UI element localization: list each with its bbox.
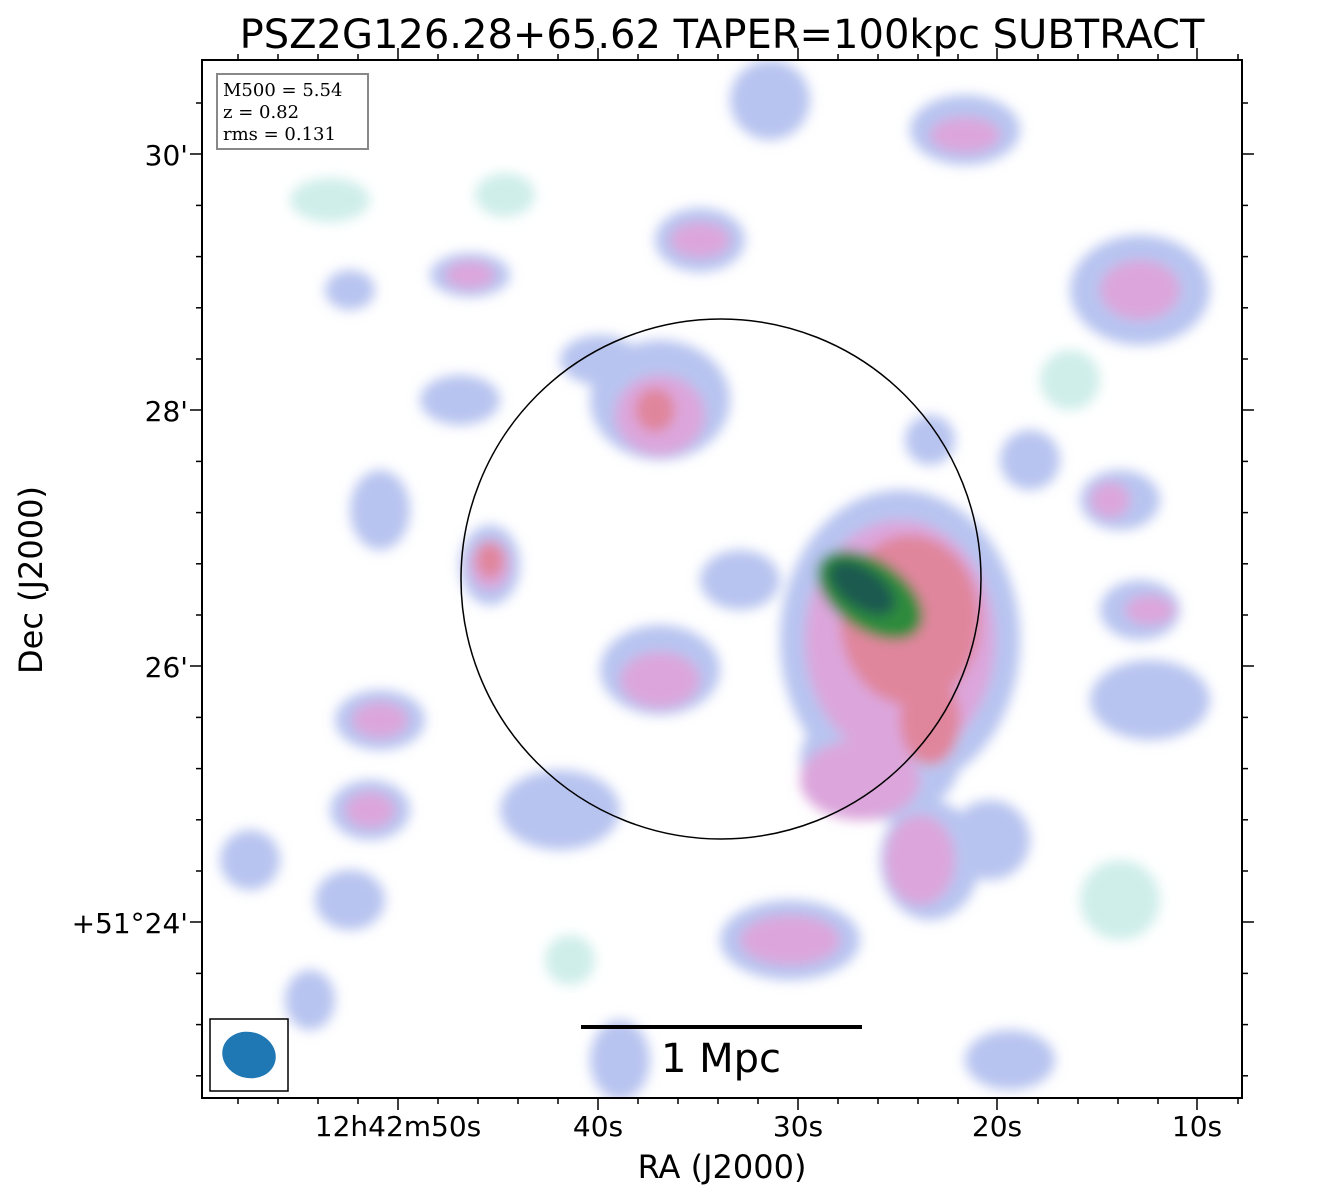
x-tick-label: 30s bbox=[773, 1110, 823, 1143]
scale-bar-label: 1 Mpc bbox=[661, 1036, 781, 1082]
figure-title: PSZ2G126.28+65.62 TAPER=100kpc SUBTRACT bbox=[240, 12, 1205, 58]
beam-ellipse bbox=[222, 1031, 276, 1079]
x-axis-label: RA (J2000) bbox=[638, 1148, 807, 1186]
y-tick-label: 30' bbox=[145, 139, 188, 172]
emission-map bbox=[202, 60, 1242, 1098]
info-mass: M500 = 5.54 bbox=[223, 80, 342, 101]
x-tick-label: 12h42m50s bbox=[315, 1110, 482, 1143]
plot-frame bbox=[201, 59, 1243, 1099]
beam-box bbox=[209, 1018, 289, 1092]
y-tick-label: 26' bbox=[145, 651, 188, 684]
x-tick-label: 40s bbox=[573, 1110, 623, 1143]
scale-bar: 1 Mpc bbox=[581, 1025, 862, 1082]
axis-ticks bbox=[190, 48, 1254, 1110]
info-box: M500 = 5.54 z = 0.82 rms = 0.131 bbox=[216, 73, 369, 150]
info-redshift: z = 0.82 bbox=[223, 102, 299, 123]
x-tick-label: 10s bbox=[1172, 1110, 1222, 1143]
emission-blobs bbox=[220, 60, 1210, 1098]
info-rms: rms = 0.131 bbox=[223, 124, 336, 145]
x-tick-label: 20s bbox=[972, 1110, 1022, 1143]
r500-circle bbox=[460, 318, 982, 840]
y-axis-label: Dec (J2000) bbox=[12, 486, 50, 674]
y-tick-label: 28' bbox=[145, 395, 188, 428]
y-tick-label: +51°24' bbox=[72, 907, 188, 940]
